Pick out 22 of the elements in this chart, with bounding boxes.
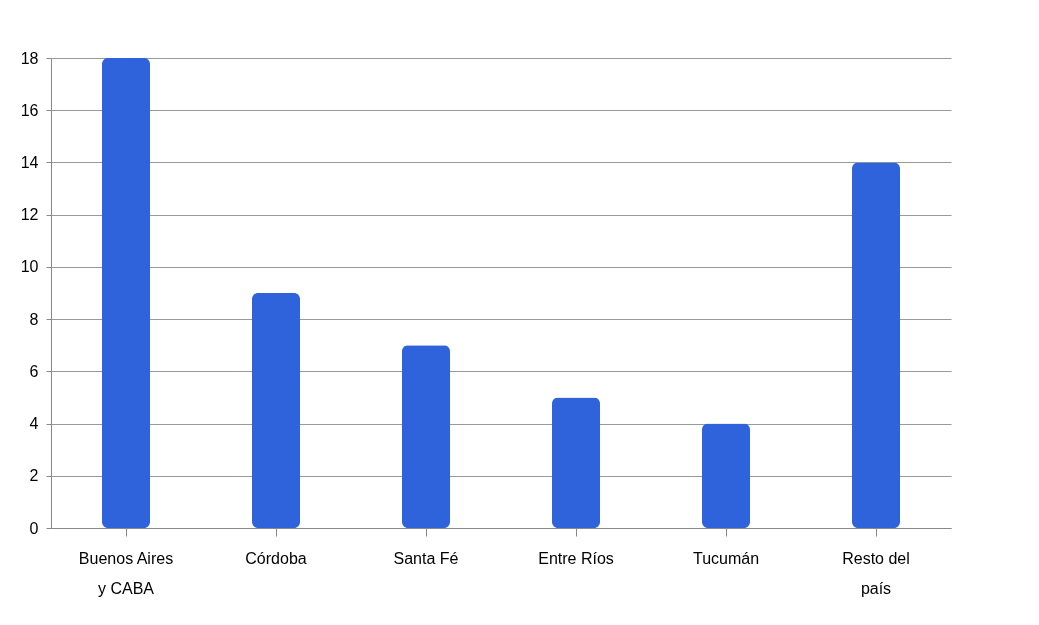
bar [102,58,150,528]
bar [852,162,900,528]
y-tick-label: 4 [29,415,39,433]
y-tick-label: 0 [29,519,39,537]
x-tick-label: Buenos Aires y CABA [78,549,174,597]
bar [402,345,450,528]
x-tick-label: Santa Fé [393,549,459,567]
x-tick-label: Resto del país [842,549,910,597]
y-tick-label: 18 [20,49,39,67]
y-tick-label: 2 [29,467,39,485]
y-tick-label: 12 [20,206,39,224]
y-tick-label: 6 [29,362,39,380]
x-tick-label: Tucumán [692,549,760,567]
y-tick-label: 14 [20,153,39,171]
bar [552,397,600,528]
x-tick-label: Córdoba [245,549,307,567]
y-tick-label: 10 [20,258,39,276]
y-tick-label: 8 [29,310,39,328]
x-tick-label: Entre Ríos [538,549,614,567]
bar [252,293,300,528]
bar [702,423,750,528]
y-tick-label: 16 [20,101,39,119]
